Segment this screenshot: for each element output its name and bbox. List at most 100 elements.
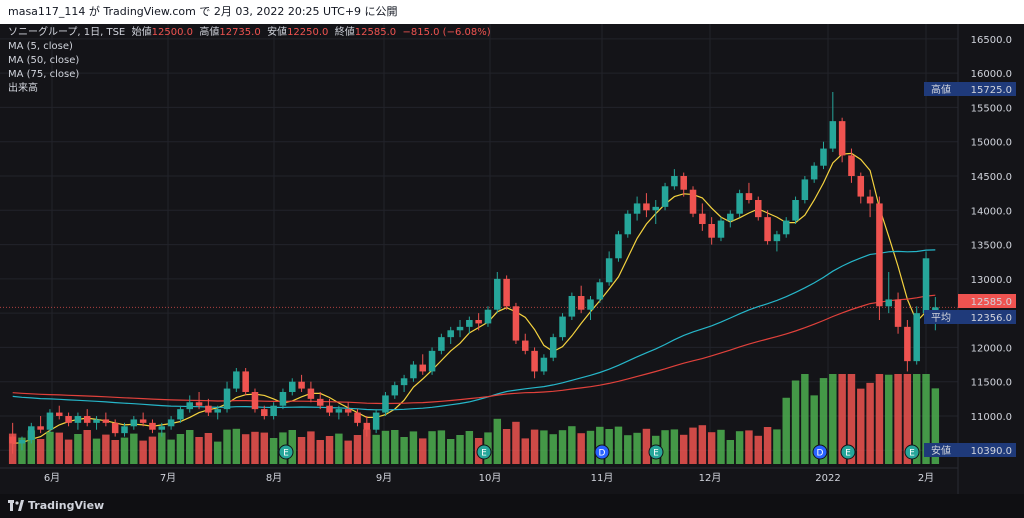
legend-low-label: 安値 bbox=[267, 27, 288, 38]
volume-bar bbox=[605, 429, 613, 464]
volume-bar bbox=[586, 430, 595, 464]
volume-bar bbox=[111, 440, 119, 464]
candle-body bbox=[661, 186, 669, 207]
candle-body bbox=[344, 409, 352, 413]
avg-value: 12356.0 bbox=[971, 313, 1012, 324]
volume-bar bbox=[829, 374, 837, 464]
candle-body bbox=[205, 405, 212, 413]
candle-body bbox=[810, 165, 818, 180]
legend-ma75[interactable]: MA (75, close) bbox=[8, 69, 80, 80]
price-axis[interactable]: 10500.011000.011500.012000.012500.013000… bbox=[957, 24, 1012, 494]
candle-body bbox=[93, 419, 100, 423]
candle-body bbox=[512, 306, 520, 341]
candle-body bbox=[736, 193, 743, 214]
candle-body bbox=[615, 234, 622, 259]
candle-body bbox=[121, 426, 128, 434]
candle-body bbox=[913, 313, 920, 362]
event-marker-label: E bbox=[481, 449, 487, 459]
candle-body bbox=[605, 258, 613, 283]
event-marker-icon bbox=[594, 444, 610, 460]
volume-bar bbox=[530, 429, 539, 464]
candle-body bbox=[419, 364, 427, 372]
legend-symbol: ソニーグループ, 1日, TSE bbox=[8, 27, 126, 38]
candle-body bbox=[372, 412, 380, 430]
legend-volume[interactable]: 出来高 bbox=[8, 83, 38, 94]
candle-body bbox=[857, 176, 865, 197]
candlesticks bbox=[9, 92, 939, 454]
candle-body bbox=[46, 412, 54, 430]
time-axis[interactable]: 6月 7月 8月 9月 10月 11月 12月 2022 2月 bbox=[0, 467, 958, 484]
volume-bar bbox=[502, 429, 511, 464]
volume-bar bbox=[297, 437, 306, 464]
volume-bar bbox=[512, 421, 520, 464]
candle-body bbox=[363, 422, 371, 430]
volume-bar bbox=[875, 374, 884, 464]
candle-body bbox=[475, 320, 482, 324]
volume-bar bbox=[866, 382, 874, 464]
footer-bar: TradingView bbox=[0, 494, 1024, 518]
volume-bar bbox=[400, 437, 408, 464]
candle-body bbox=[643, 203, 650, 211]
volume-bar bbox=[903, 374, 912, 464]
event-marker-label: E bbox=[653, 449, 659, 459]
candle-body bbox=[261, 409, 268, 416]
volume-bar bbox=[428, 431, 436, 464]
candle-body bbox=[745, 193, 753, 200]
candle-body bbox=[177, 409, 184, 420]
legend-ma50[interactable]: MA (50, close) bbox=[8, 55, 80, 66]
volume-bar bbox=[801, 374, 809, 464]
brand-name: TradingView bbox=[28, 499, 105, 512]
candle-body bbox=[727, 213, 734, 221]
tradingview-logo-icon bbox=[8, 500, 24, 511]
volume-bar bbox=[167, 439, 175, 464]
volume-bar bbox=[251, 431, 259, 464]
event-marker-icon bbox=[840, 444, 856, 460]
volume-bar bbox=[55, 432, 63, 464]
candle-body bbox=[167, 419, 175, 427]
legend-change: −815.0 (−6.08%) bbox=[402, 27, 491, 38]
candle-body bbox=[316, 398, 324, 406]
candle-body bbox=[335, 409, 343, 413]
volume-bar bbox=[36, 439, 45, 464]
candle-body bbox=[773, 234, 781, 242]
legend-ma5[interactable]: MA (5, close) bbox=[8, 41, 73, 52]
low-tag-bg bbox=[924, 443, 958, 457]
candle-body bbox=[764, 217, 771, 242]
candle-body bbox=[65, 416, 72, 423]
volume-bar bbox=[18, 437, 26, 464]
candle-body bbox=[298, 381, 305, 389]
volume-bar bbox=[176, 434, 185, 464]
candle-body bbox=[717, 220, 725, 238]
volume-bar bbox=[316, 440, 324, 464]
volume-bar bbox=[223, 429, 231, 464]
avg-tag-bg bbox=[924, 310, 958, 324]
volume-bar bbox=[381, 430, 390, 464]
candle-body bbox=[28, 426, 35, 440]
candle-body bbox=[428, 350, 436, 372]
candle-body bbox=[540, 357, 548, 372]
candle-body bbox=[904, 326, 911, 362]
avg-tag: 平均 bbox=[931, 312, 951, 324]
legend-close: 12585.0 bbox=[354, 27, 397, 38]
volume-bar bbox=[307, 431, 315, 464]
candle-body bbox=[792, 200, 799, 221]
candle-body bbox=[531, 350, 538, 372]
volume-bar bbox=[763, 427, 772, 464]
event-marker-icon bbox=[812, 444, 828, 460]
chart-legend: ソニーグループ, 1日, TSE 始値12500.0 高値12735.0 安値1… bbox=[8, 26, 491, 96]
low-tag: 安値 bbox=[931, 444, 951, 457]
candle-body bbox=[820, 148, 827, 166]
candle-body bbox=[559, 316, 566, 338]
volume-bar bbox=[241, 434, 250, 464]
price-tick-label: 15500.0 bbox=[971, 103, 1012, 114]
candle-body bbox=[568, 296, 576, 317]
event-marker-icon bbox=[648, 444, 664, 460]
candle-body bbox=[652, 206, 660, 211]
avg-value-bg bbox=[958, 310, 1016, 324]
price-tick-label: 16000.0 bbox=[971, 69, 1012, 80]
event-marker-label: E bbox=[909, 449, 915, 459]
candle-body bbox=[307, 388, 315, 399]
price-tick-label: 13000.0 bbox=[971, 275, 1012, 286]
